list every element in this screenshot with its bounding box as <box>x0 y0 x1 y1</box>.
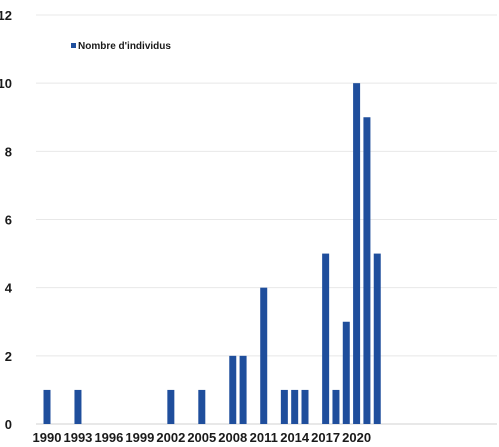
bar-2015 <box>301 389 309 424</box>
gridlines <box>36 14 497 357</box>
y-tick-label: 2 <box>5 349 12 364</box>
bar-2018 <box>332 389 340 424</box>
bar-1993 <box>74 389 82 424</box>
bar-2011 <box>260 287 268 424</box>
x-tick-label: 2014 <box>280 430 310 445</box>
x-tick-label: 1990 <box>33 430 62 445</box>
legend: Nombre d'individus <box>71 41 171 52</box>
bar-1990 <box>43 389 51 424</box>
x-tick-label: 2002 <box>156 430 185 445</box>
bar-2014 <box>291 389 299 424</box>
bar-2017 <box>322 253 330 424</box>
bar-2013 <box>280 389 288 424</box>
bar-2020 <box>353 83 361 425</box>
x-tick-label: 2020 <box>342 430 371 445</box>
y-tick-label: 0 <box>5 417 12 432</box>
bar-2002 <box>167 389 175 424</box>
x-tick-label: 1999 <box>125 430 154 445</box>
x-tick-label: 2017 <box>311 430 340 445</box>
y-tick-label: 10 <box>0 76 12 91</box>
bar-2019 <box>342 321 350 424</box>
y-tick-label: 4 <box>5 281 13 296</box>
y-tick-label: 6 <box>5 213 12 228</box>
y-tick-label: 12 <box>0 8 12 23</box>
bar-2008 <box>229 355 237 424</box>
bar-2009 <box>239 355 247 424</box>
bar-2005 <box>198 389 206 424</box>
x-tick-label: 2005 <box>187 430 216 445</box>
bar-2021 <box>363 117 371 424</box>
bar-2022 <box>373 253 381 424</box>
legend-swatch <box>71 43 76 48</box>
y-tick-label: 8 <box>5 144 12 159</box>
x-tick-labels: 1990 1993 1996 1999 2002 2005 2008 2011 2014 2017… <box>33 430 372 445</box>
x-tick-label: 1993 <box>63 430 92 445</box>
x-tick-label: 2008 <box>218 430 247 445</box>
x-tick-label: 1996 <box>94 430 123 445</box>
legend-label: Nombre d'individus <box>78 41 171 52</box>
bars <box>43 83 381 425</box>
x-tick-label: 2011 <box>250 430 278 445</box>
y-tick-labels: 0 2 4 6 8 10 12 <box>0 8 13 432</box>
